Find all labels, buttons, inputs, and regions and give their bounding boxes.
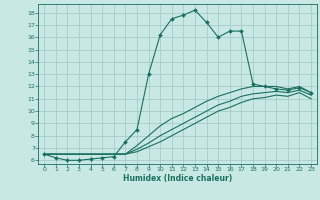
- X-axis label: Humidex (Indice chaleur): Humidex (Indice chaleur): [123, 174, 232, 183]
